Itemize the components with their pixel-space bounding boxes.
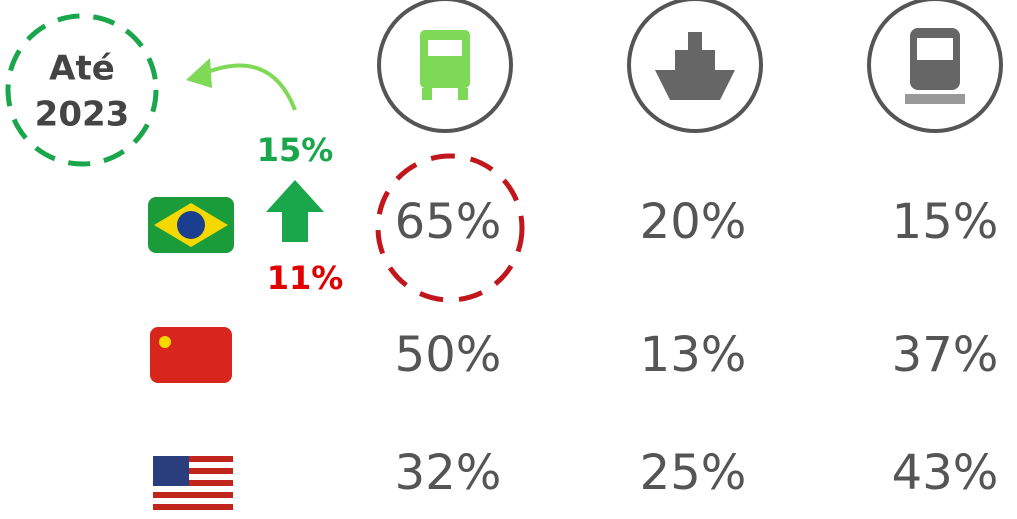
annotation-top: 15% xyxy=(257,131,334,169)
train-icon xyxy=(867,0,1003,133)
flag-china xyxy=(150,327,232,383)
up-arrow xyxy=(266,180,324,242)
truck-icon xyxy=(377,0,513,133)
curved-arrow xyxy=(199,63,297,111)
share-cell: 37% xyxy=(892,327,999,383)
badge-circle xyxy=(5,13,159,167)
highlight-circle xyxy=(375,153,525,303)
share-cell: 43% xyxy=(892,445,999,501)
annotation-bottom: 11% xyxy=(267,259,344,297)
share-cell: 50% xyxy=(395,327,502,383)
share-cell: 13% xyxy=(640,327,747,383)
share-cell: 15% xyxy=(892,194,999,250)
arrow-head xyxy=(186,58,212,88)
share-cell: 32% xyxy=(395,445,502,501)
share-cell: 20% xyxy=(640,194,747,250)
ship-icon xyxy=(627,0,763,133)
flag-brazil xyxy=(148,197,234,253)
badge-line: Até xyxy=(49,49,115,89)
share-cell: 25% xyxy=(640,445,747,501)
flag-usa xyxy=(153,456,233,510)
share-cell: 65% xyxy=(395,194,502,250)
badge-line: 2023 xyxy=(35,95,130,135)
